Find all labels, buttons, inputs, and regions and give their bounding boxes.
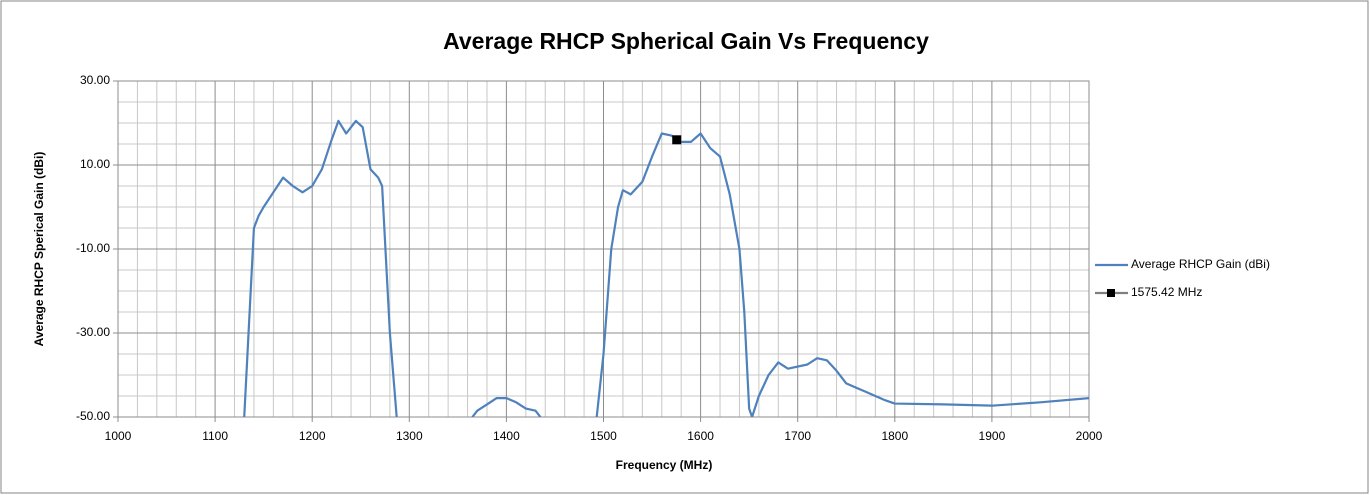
y-axis-label: Average RHCP Sperical Gain (dBi) xyxy=(32,152,46,347)
y-tick-label: -10.00 xyxy=(76,241,110,255)
x-tick-label: 1300 xyxy=(396,429,423,443)
x-tick-label: 1400 xyxy=(493,429,520,443)
y-tick-label: 10.00 xyxy=(80,157,110,171)
legend-marker xyxy=(1107,289,1115,297)
plot-area xyxy=(243,119,1089,417)
y-tick-label: -30.00 xyxy=(76,325,110,339)
series-line xyxy=(243,119,1089,417)
x-tick-label: 1200 xyxy=(299,429,326,443)
x-tick-label: 1800 xyxy=(881,429,908,443)
plot-border xyxy=(117,80,1090,418)
x-tick-label: 1500 xyxy=(590,429,617,443)
x-tick-label: 1900 xyxy=(979,429,1006,443)
legend-label: 1575.42 MHz xyxy=(1131,285,1202,299)
marker xyxy=(672,135,682,145)
x-axis-label: Frequency (MHz) xyxy=(616,458,713,472)
y-tick-label: -50.00 xyxy=(76,409,110,423)
x-tick-label: 2000 xyxy=(1076,429,1103,443)
x-tick-label: 1100 xyxy=(202,429,228,443)
x-tick-label: 1700 xyxy=(784,429,811,443)
y-tick-label: 30.00 xyxy=(80,73,110,87)
legend-label: Average RHCP Gain (dBi) xyxy=(1131,257,1270,271)
chart-title: Average RHCP Spherical Gain Vs Frequency xyxy=(443,28,929,54)
x-tick-label: 1600 xyxy=(687,429,714,443)
x-tick-label: 1000 xyxy=(105,429,132,443)
